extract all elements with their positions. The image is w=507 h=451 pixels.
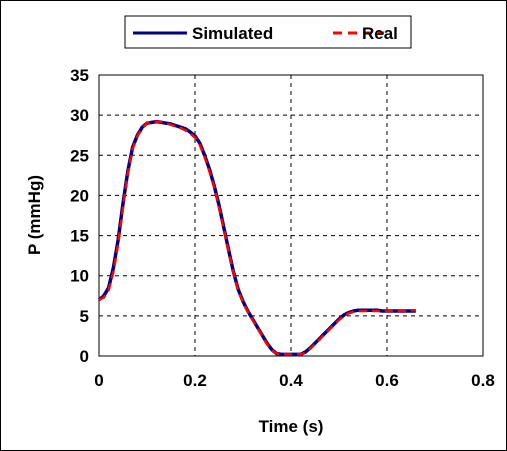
- y-tick-label: 30: [70, 106, 89, 125]
- x-tick-label: 0.6: [375, 371, 399, 390]
- series-line-real: [98, 120, 416, 356]
- y-tick-label: 0: [80, 347, 89, 366]
- y-axis-title: P (mmHg): [25, 175, 44, 255]
- legend-label-real: Real: [362, 24, 398, 43]
- y-tick-label: 35: [70, 66, 89, 85]
- y-tick-label: 25: [70, 146, 89, 165]
- y-tick-label: 5: [80, 307, 89, 326]
- y-tick-label: 10: [70, 267, 89, 286]
- x-tick-label: 0: [94, 371, 103, 390]
- series-line-simulated: [97, 119, 416, 357]
- grid-lines: [99, 75, 483, 356]
- legend: Simulated Real: [124, 15, 412, 49]
- x-axis-title: Time (s): [259, 417, 324, 436]
- y-tick-label: 15: [70, 227, 89, 246]
- x-tick-label: 0.2: [183, 371, 207, 390]
- data-series: [97, 119, 416, 357]
- tick-labels: 0 5 10 15 20 25 30 35 0 0.2 0.4 0.6 0.8: [70, 66, 495, 390]
- x-tick-label: 0.8: [471, 371, 495, 390]
- x-tick-label: 0.4: [279, 371, 303, 390]
- y-tick-label: 20: [70, 186, 89, 205]
- legend-label-simulated: Simulated: [192, 24, 273, 43]
